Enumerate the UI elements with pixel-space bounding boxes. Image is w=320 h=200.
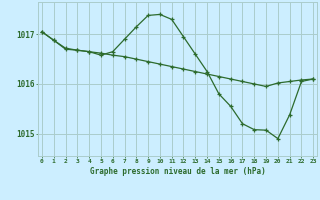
X-axis label: Graphe pression niveau de la mer (hPa): Graphe pression niveau de la mer (hPa)	[90, 167, 266, 176]
